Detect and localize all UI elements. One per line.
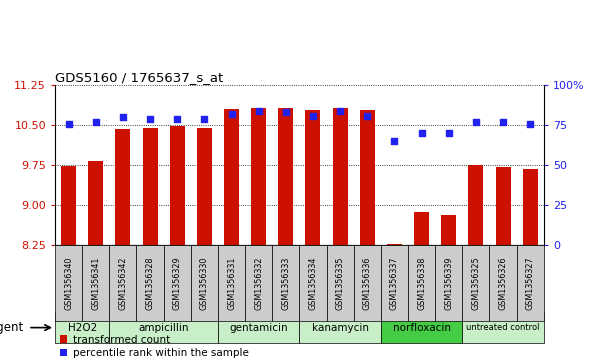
Text: GSM1356328: GSM1356328 bbox=[145, 256, 155, 310]
Bar bbox=[191, 245, 218, 321]
Text: ampicillin: ampicillin bbox=[138, 323, 189, 333]
Text: agent: agent bbox=[0, 321, 23, 334]
Text: GSM1356329: GSM1356329 bbox=[173, 256, 181, 310]
Bar bbox=[414, 212, 429, 245]
Text: GSM1356337: GSM1356337 bbox=[390, 256, 399, 310]
Point bbox=[199, 116, 209, 122]
Bar bbox=[109, 312, 218, 343]
Bar bbox=[381, 312, 463, 343]
Bar bbox=[381, 245, 408, 321]
Bar bbox=[197, 129, 212, 245]
Legend: transformed count, percentile rank within the sample: transformed count, percentile rank withi… bbox=[60, 335, 249, 358]
Bar bbox=[299, 312, 381, 343]
Bar bbox=[435, 245, 463, 321]
Point bbox=[172, 116, 182, 122]
Bar bbox=[463, 245, 489, 321]
Text: GSM1356335: GSM1356335 bbox=[335, 256, 345, 310]
Bar bbox=[299, 245, 326, 321]
Point bbox=[362, 113, 372, 119]
Text: GDS5160 / 1765637_s_at: GDS5160 / 1765637_s_at bbox=[55, 71, 223, 84]
Point bbox=[145, 116, 155, 122]
Text: GSM1356341: GSM1356341 bbox=[91, 256, 100, 310]
Bar bbox=[82, 245, 109, 321]
Bar bbox=[170, 126, 185, 245]
Bar bbox=[224, 109, 239, 245]
Text: GSM1356327: GSM1356327 bbox=[525, 256, 535, 310]
Point bbox=[254, 108, 263, 114]
Text: GSM1356338: GSM1356338 bbox=[417, 256, 426, 310]
Text: GSM1356330: GSM1356330 bbox=[200, 256, 209, 310]
Text: GSM1356331: GSM1356331 bbox=[227, 256, 236, 310]
Text: GSM1356336: GSM1356336 bbox=[363, 256, 371, 310]
Bar bbox=[387, 244, 402, 245]
Point bbox=[64, 121, 73, 127]
Bar bbox=[332, 108, 348, 245]
Bar bbox=[441, 215, 456, 245]
Bar bbox=[517, 245, 544, 321]
Bar bbox=[496, 167, 511, 245]
Text: untreated control: untreated control bbox=[466, 323, 540, 332]
Point bbox=[281, 110, 291, 115]
Bar bbox=[109, 245, 136, 321]
Bar bbox=[408, 245, 435, 321]
Bar bbox=[218, 312, 299, 343]
Bar bbox=[251, 108, 266, 245]
Text: GSM1356333: GSM1356333 bbox=[281, 256, 290, 310]
Point bbox=[444, 130, 453, 136]
Text: H2O2: H2O2 bbox=[68, 323, 97, 333]
Text: GSM1356325: GSM1356325 bbox=[472, 256, 480, 310]
Point bbox=[227, 111, 236, 117]
Point bbox=[498, 119, 508, 125]
Bar bbox=[306, 110, 320, 245]
Bar bbox=[463, 312, 544, 343]
Bar bbox=[218, 245, 245, 321]
Point bbox=[390, 138, 400, 144]
Text: GSM1356340: GSM1356340 bbox=[64, 256, 73, 310]
Point bbox=[118, 114, 128, 120]
Bar bbox=[115, 129, 130, 245]
Text: GSM1356334: GSM1356334 bbox=[309, 256, 318, 310]
Point bbox=[308, 113, 318, 119]
Point bbox=[335, 108, 345, 114]
Bar bbox=[136, 245, 164, 321]
Point bbox=[91, 119, 101, 125]
Bar bbox=[142, 129, 158, 245]
Bar bbox=[354, 245, 381, 321]
Text: GSM1356326: GSM1356326 bbox=[499, 256, 508, 310]
Bar bbox=[55, 312, 109, 343]
Point bbox=[417, 130, 426, 136]
Point bbox=[471, 119, 481, 125]
Bar bbox=[88, 161, 103, 245]
Bar bbox=[489, 245, 517, 321]
Bar bbox=[279, 108, 293, 245]
Text: norfloxacin: norfloxacin bbox=[393, 323, 450, 333]
Bar bbox=[164, 245, 191, 321]
Text: GSM1356342: GSM1356342 bbox=[119, 256, 127, 310]
Bar bbox=[55, 245, 82, 321]
Bar bbox=[469, 165, 483, 245]
Bar bbox=[273, 245, 299, 321]
Text: GSM1356339: GSM1356339 bbox=[444, 256, 453, 310]
Text: gentamicin: gentamicin bbox=[229, 323, 288, 333]
Bar bbox=[326, 245, 354, 321]
Point bbox=[525, 121, 535, 127]
Bar bbox=[61, 166, 76, 245]
Text: GSM1356332: GSM1356332 bbox=[254, 256, 263, 310]
Bar bbox=[523, 170, 538, 245]
Bar bbox=[245, 245, 273, 321]
Text: kanamycin: kanamycin bbox=[312, 323, 368, 333]
Bar bbox=[360, 110, 375, 245]
